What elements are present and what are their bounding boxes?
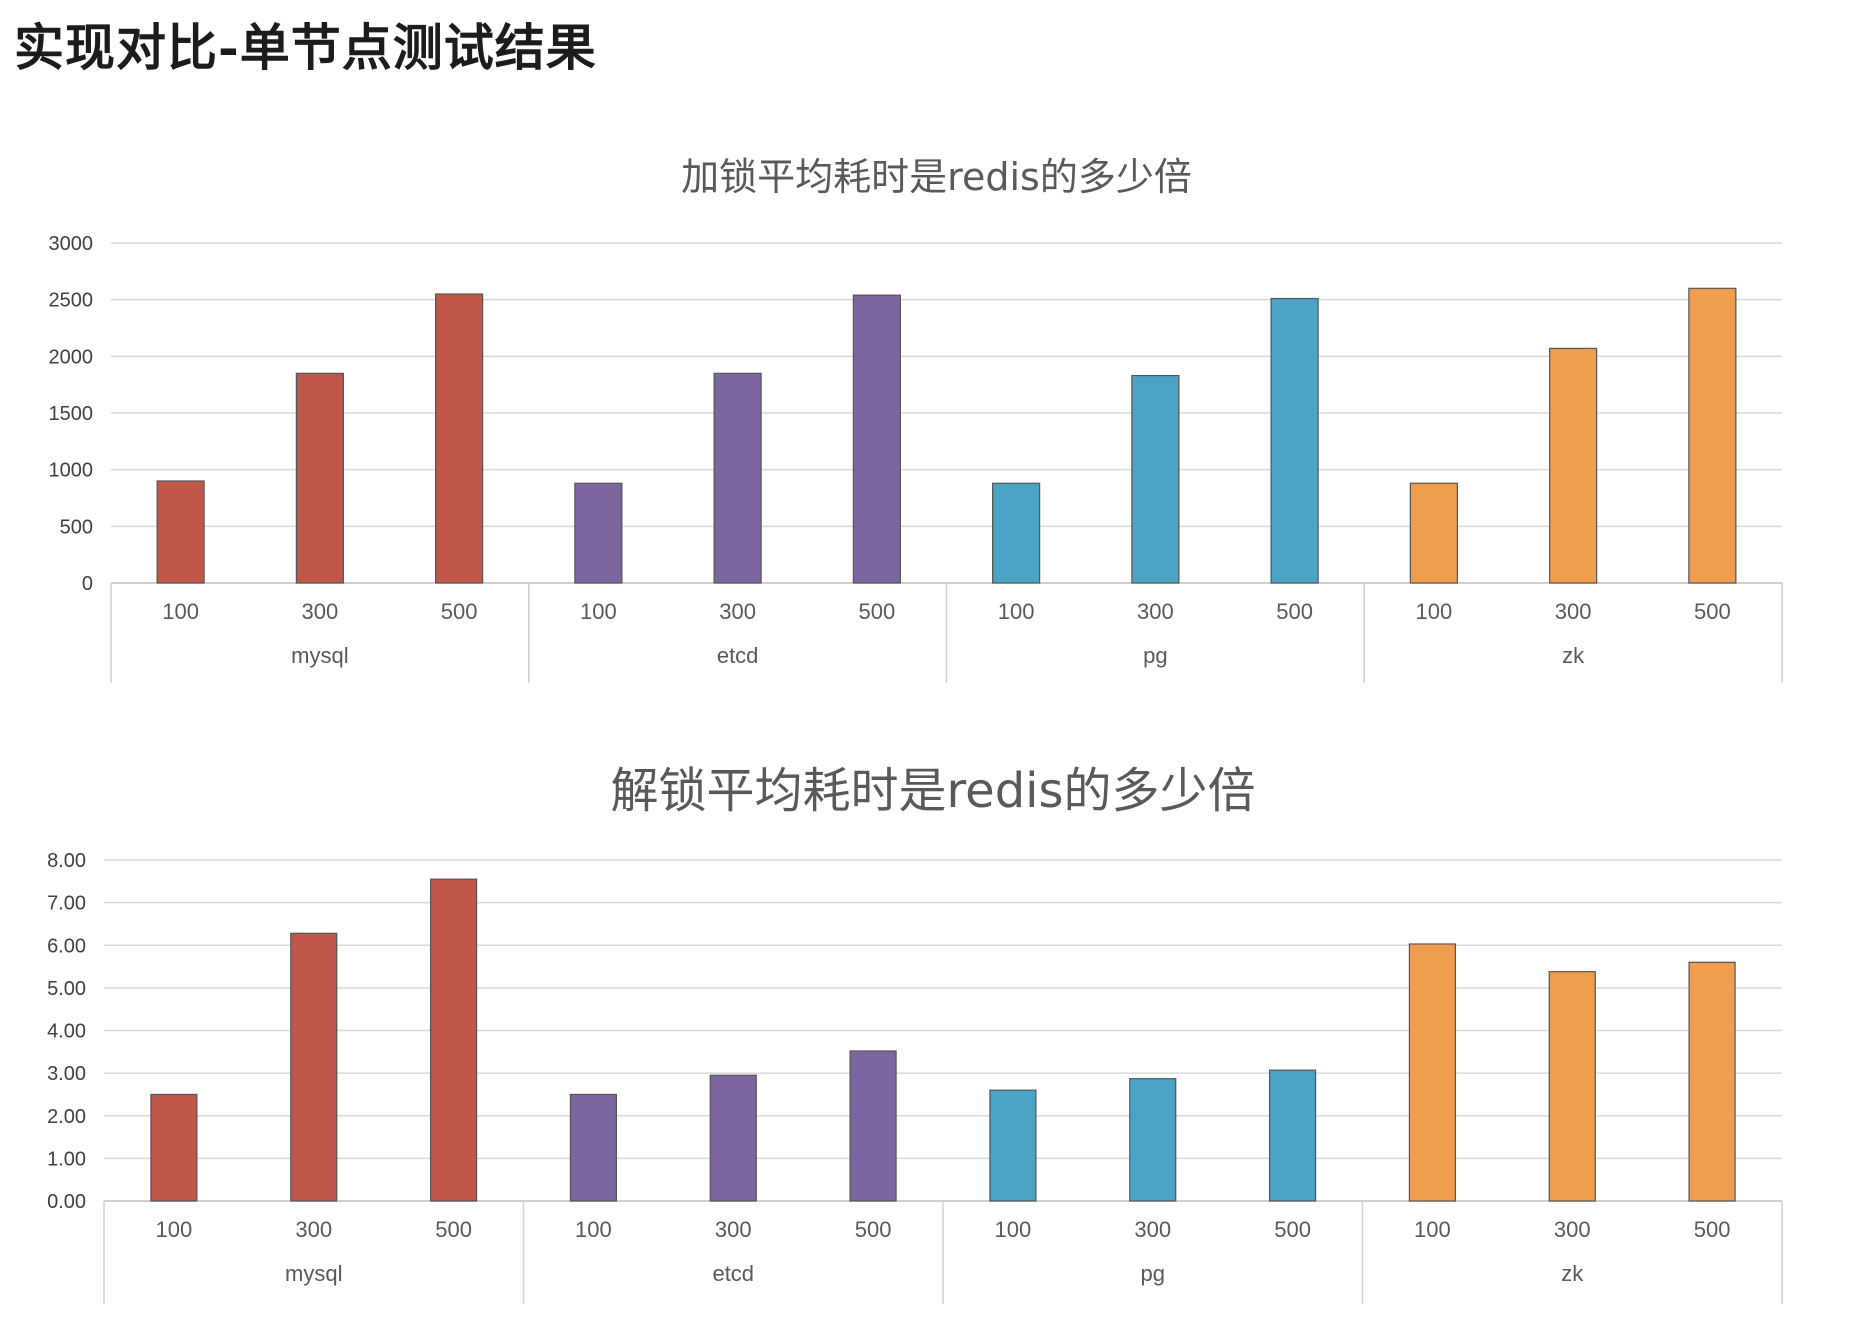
- x-category-label: 500: [435, 1217, 472, 1242]
- y-tick-label: 1.00: [47, 1148, 86, 1170]
- unlock-time-chart: 解锁平均耗时是redis的多少倍 0.00 1.00 2.00 3.00 4.00 5.00…: [0, 755, 1858, 1324]
- bar-mysql-300: [295, 372, 344, 584]
- x-category-label: 300: [295, 1217, 332, 1242]
- x-category-label: 100: [1414, 1217, 1451, 1242]
- y-tick-label: 2500: [49, 290, 94, 312]
- bar-mysql-100: [156, 480, 205, 584]
- x-group-label: mysql: [285, 1261, 342, 1286]
- x-group-label: etcd: [712, 1261, 754, 1286]
- x-category-label: 500: [855, 1217, 892, 1242]
- slide-title: 实现对比-单节点测试结果: [14, 18, 597, 77]
- x-group-label: etcd: [717, 643, 759, 668]
- bar-pg-100: [992, 482, 1041, 584]
- bar-pg-300: [1129, 1078, 1177, 1202]
- x-category-label: 300: [1554, 1217, 1591, 1242]
- x-group-label: mysql: [291, 643, 348, 668]
- bar-pg-500: [1268, 1069, 1317, 1202]
- bar-zk-500: [1688, 287, 1737, 584]
- x-category-label: 100: [156, 1217, 193, 1242]
- bar-zk-500: [1688, 961, 1736, 1202]
- bar-etcd-500: [852, 294, 901, 584]
- x-category-label: 300: [715, 1217, 752, 1242]
- x-category-label: 300: [1134, 1217, 1171, 1242]
- bar-etcd-500: [849, 1050, 897, 1202]
- bar-zk-300: [1548, 971, 1596, 1202]
- x-category-label: 100: [575, 1217, 612, 1242]
- bar-mysql-500: [429, 878, 478, 1202]
- y-tick-label: 5.00: [47, 978, 86, 1000]
- x-group-label: pg: [1143, 643, 1167, 668]
- bar-mysql-300: [290, 932, 338, 1202]
- bar-zk-300: [1549, 347, 1598, 584]
- chart-title: 加锁平均耗时是redis的多少倍: [681, 155, 1192, 199]
- bar-pg-100: [989, 1089, 1037, 1202]
- y-tick-label: 2.00: [47, 1106, 86, 1128]
- y-tick-label: 3.00: [47, 1063, 86, 1085]
- x-category-label: 100: [162, 599, 199, 624]
- y-tick-label: 8.00: [47, 850, 86, 872]
- x-group-label: zk: [1561, 1261, 1584, 1286]
- x-category-label: 500: [1274, 1217, 1311, 1242]
- x-category-label: 100: [998, 599, 1035, 624]
- x-group-label: pg: [1141, 1261, 1165, 1286]
- x-category-label: 300: [302, 599, 339, 624]
- y-tick-label: 0: [82, 573, 93, 595]
- y-tick-label: 7.00: [47, 893, 86, 915]
- y-tick-label: 1000: [49, 460, 94, 482]
- x-group-label: zk: [1562, 643, 1585, 668]
- x-category-label: 300: [719, 599, 756, 624]
- y-tick-label: 3000: [49, 233, 94, 255]
- bar-pg-300: [1131, 375, 1180, 584]
- x-category-label: 500: [1694, 599, 1731, 624]
- x-category-label: 100: [1416, 599, 1453, 624]
- y-tick-label: 0.00: [47, 1191, 86, 1213]
- bar-etcd-100: [569, 1093, 618, 1202]
- x-category-label: 100: [995, 1217, 1032, 1242]
- y-tick-label: 6.00: [47, 935, 86, 957]
- x-category-label: 500: [1276, 599, 1313, 624]
- y-tick-label: 4.00: [47, 1021, 86, 1043]
- bar-etcd-300: [713, 372, 762, 584]
- x-category-label: 300: [1137, 599, 1174, 624]
- x-category-label: 500: [859, 599, 896, 624]
- unlock-time-chart-svg: 解锁平均耗时是redis的多少倍 0.00 1.00 2.00 3.00 4.00 5.00…: [47, 763, 1783, 1304]
- x-category-label: 500: [1694, 1217, 1731, 1242]
- y-tick-label: 500: [60, 516, 93, 538]
- bar-pg-500: [1270, 297, 1319, 584]
- y-tick-label: 1500: [49, 403, 94, 425]
- lock-time-chart: 加锁平均耗时是redis的多少倍 0 500 1000 1500 2000 2500 3000…: [0, 140, 1858, 700]
- bar-zk-100: [1409, 482, 1458, 584]
- chart-title: 解锁平均耗时是redis的多少倍: [610, 763, 1255, 819]
- x-category-label: 500: [441, 599, 478, 624]
- bar-zk-100: [1408, 943, 1457, 1202]
- bar-mysql-500: [435, 293, 484, 584]
- bar-etcd-100: [574, 482, 623, 584]
- x-category-label: 100: [580, 599, 617, 624]
- bar-mysql-100: [150, 1093, 198, 1202]
- lock-time-chart-svg: 加锁平均耗时是redis的多少倍 0 500 1000 1500 2000 2500 3000…: [49, 155, 1783, 683]
- x-category-label: 300: [1555, 599, 1592, 624]
- y-tick-label: 2000: [49, 346, 94, 368]
- bar-etcd-300: [709, 1074, 757, 1202]
